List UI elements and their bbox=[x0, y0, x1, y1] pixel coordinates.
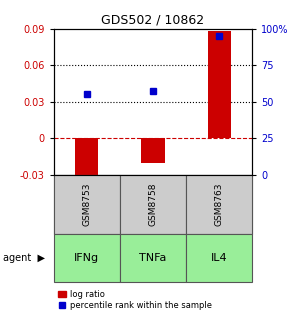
Text: agent  ▶: agent ▶ bbox=[3, 253, 45, 263]
Text: GSM8753: GSM8753 bbox=[82, 182, 91, 226]
Bar bbox=[186, 234, 252, 282]
Bar bbox=[75, 138, 98, 181]
Text: IL4: IL4 bbox=[211, 253, 227, 263]
Text: GSM8763: GSM8763 bbox=[215, 182, 224, 226]
Bar bbox=[208, 31, 231, 138]
Bar bbox=[54, 175, 120, 234]
Title: GDS502 / 10862: GDS502 / 10862 bbox=[102, 13, 204, 26]
Text: GSM8758: GSM8758 bbox=[148, 182, 157, 226]
Bar bbox=[186, 175, 252, 234]
Bar bbox=[142, 138, 164, 163]
Text: TNFa: TNFa bbox=[139, 253, 167, 263]
Bar bbox=[120, 234, 186, 282]
Bar bbox=[120, 175, 186, 234]
Text: IFNg: IFNg bbox=[74, 253, 99, 263]
Legend: log ratio, percentile rank within the sample: log ratio, percentile rank within the sa… bbox=[58, 290, 212, 310]
Bar bbox=[54, 234, 120, 282]
